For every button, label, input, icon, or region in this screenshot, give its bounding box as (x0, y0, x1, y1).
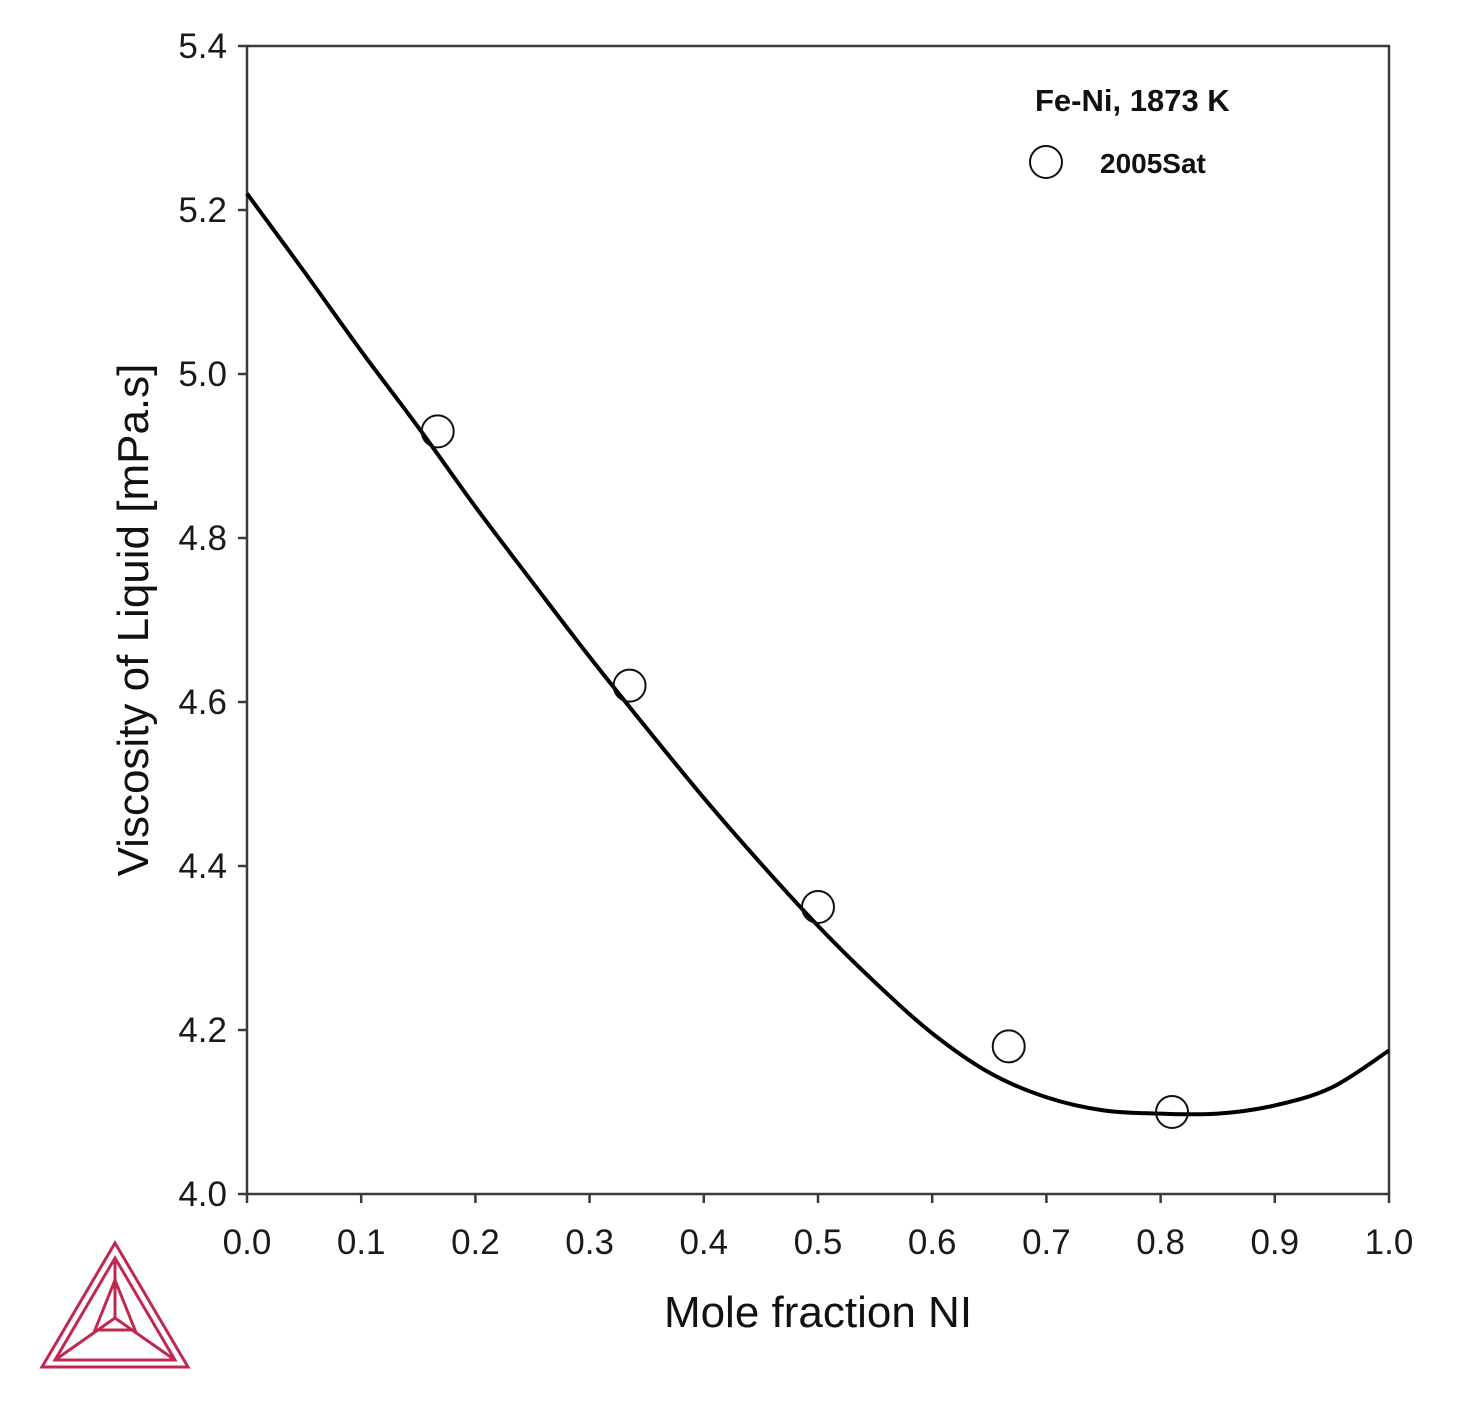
y-tick-label: 4.2 (178, 1011, 227, 1050)
x-tick-label: 0.6 (908, 1223, 957, 1262)
data-point (612, 668, 647, 703)
x-tick-label: 0.3 (565, 1223, 614, 1262)
y-tick-label: 4.6 (178, 683, 227, 722)
x-tick-label: 0.1 (337, 1223, 386, 1262)
legend-marker-circle (1029, 145, 1063, 179)
y-tick-label: 4.0 (178, 1175, 227, 1214)
x-axis-title: Mole fraction NI (664, 1288, 972, 1337)
x-tick-label: 1.0 (1365, 1223, 1414, 1262)
plot-frame (245, 44, 1391, 1196)
data-point (420, 414, 455, 449)
y-axis-title: Viscosity of Liquid [mPa.s] (109, 364, 158, 877)
x-axis: 0.0 0.1 0.2 0.3 0.4 0.5 0.6 0.7 0.8 0.9 1.0 (223, 1194, 1414, 1262)
y-tick-label: 5.0 (178, 355, 227, 394)
x-tick-label: 0.9 (1250, 1223, 1299, 1262)
data-point (801, 890, 835, 924)
y-axis: 4.0 4.2 4.4 4.6 4.8 5.0 5.2 5.4 (178, 27, 247, 1214)
data-points-2005sat (420, 414, 1190, 1129)
y-tick-label: 5.4 (178, 27, 227, 66)
y-tick-label: 4.4 (178, 847, 227, 886)
x-tick-label: 0.5 (794, 1223, 843, 1262)
x-tick-label: 0.2 (451, 1223, 500, 1262)
x-tick-label: 0.7 (1022, 1223, 1071, 1262)
x-tick-label: 0.4 (679, 1223, 728, 1262)
legend-title: Fe-Ni, 1873 K (1035, 83, 1230, 118)
data-point (991, 1029, 1026, 1064)
y-tick-label: 4.8 (178, 519, 227, 558)
y-tick-label: 5.2 (178, 191, 227, 230)
x-tick-label: 0.0 (223, 1223, 272, 1262)
model-curve (245, 192, 1391, 1117)
legend: Fe-Ni, 1873 K 2005Sat (1029, 83, 1230, 179)
thermo-calc-logo (39, 1240, 191, 1369)
data-point (1155, 1095, 1190, 1129)
x-tick-label: 0.8 (1136, 1223, 1185, 1262)
legend-label-2005sat: 2005Sat (1100, 148, 1206, 179)
